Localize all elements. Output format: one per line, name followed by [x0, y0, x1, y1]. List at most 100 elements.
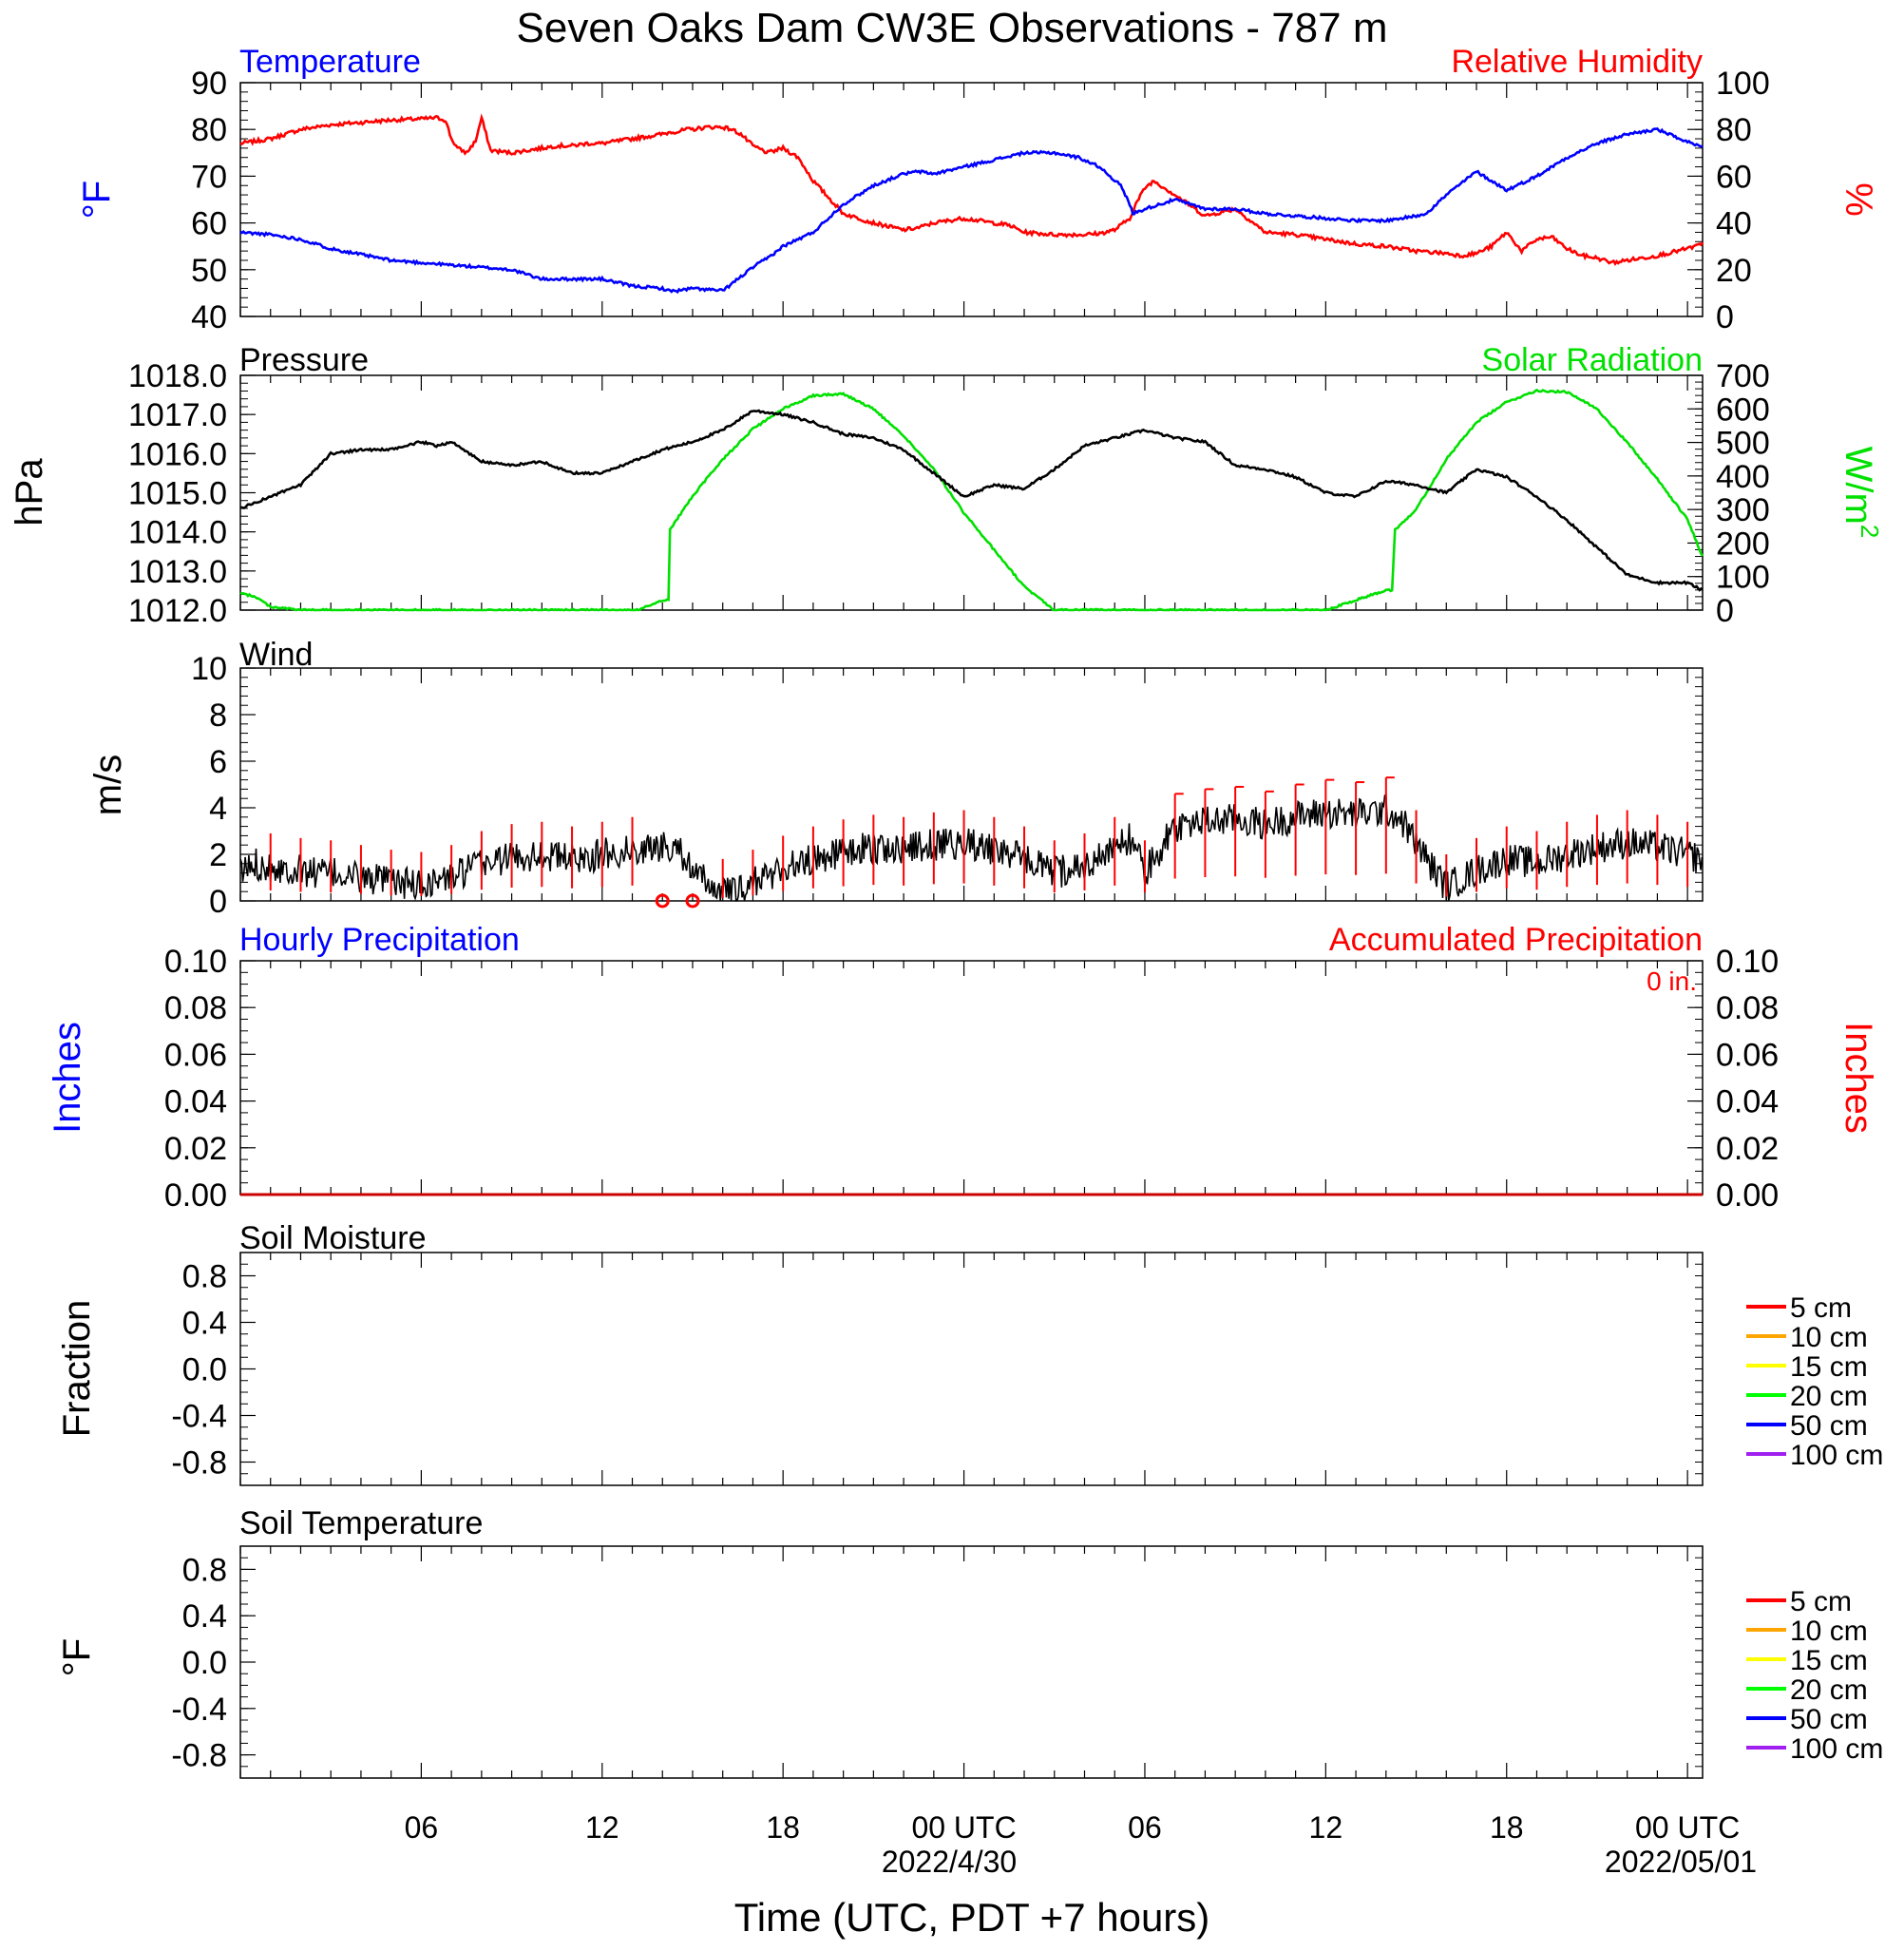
y-tick-label: 70 [191, 159, 227, 195]
y-tick-label: -0.4 [171, 1692, 227, 1728]
pressure-line [239, 409, 1704, 592]
legend-label: 100 cm [1790, 1440, 1883, 1471]
pressure-axis-label: hPa [9, 458, 50, 526]
x-tick-label: 00 UTC [1635, 1810, 1740, 1845]
x-tick-label: 12 [585, 1810, 619, 1845]
y-tick-label: 2 [209, 837, 227, 873]
y-tick-label-right: 0.08 [1716, 990, 1779, 1026]
y-tick-label: 50 [191, 253, 227, 289]
y-tick-label: 8 [209, 698, 227, 734]
y-tick-label: 1017.0 [128, 397, 227, 433]
humidity-axis-label: % [1837, 182, 1879, 217]
y-tick-label: 0.0 [182, 1645, 227, 1681]
y-tick-label: -0.4 [171, 1399, 227, 1435]
plot-frame [239, 667, 1704, 902]
y-tick-label: 0.0 [182, 1352, 227, 1388]
y-tick-label-right: 0.10 [1716, 944, 1779, 980]
y-tick-label-right: 0.00 [1716, 1177, 1779, 1214]
legend-label: 15 cm [1790, 1351, 1868, 1383]
plot-frame [239, 1252, 1704, 1486]
time-axis: 2022/4/30 2022/05/01 Time (UTC, PDT +7 h… [405, 1810, 1757, 1940]
y-tick-label: 10 [191, 651, 227, 687]
wind-axis-label: m/s [87, 755, 129, 815]
y-tick-label: 0.8 [182, 1259, 227, 1295]
y-tick-label: 0.10 [164, 944, 227, 980]
y-tick-label: 80 [191, 112, 227, 148]
y-tick-label-right: 700 [1716, 358, 1770, 394]
x-tick-label: 06 [405, 1810, 439, 1845]
figure-title: Seven Oaks Dam CW3E Observations - 787 m [517, 5, 1388, 51]
legend-label: 50 cm [1790, 1704, 1868, 1735]
y-tick-label: 60 [191, 206, 227, 242]
humidity-line [239, 113, 1704, 267]
solar-axis-label: W/m2 [1837, 447, 1884, 539]
y-tick-label: 0.00 [164, 1177, 227, 1214]
x-date-label: 2022/4/30 [882, 1845, 1017, 1879]
y-tick-label: 0.4 [182, 1598, 227, 1635]
solar-axis-label-exponent: 2 [1856, 525, 1884, 538]
y-tick-label-right: 600 [1716, 392, 1770, 428]
y-tick-label: 6 [209, 744, 227, 780]
x-tick-label: 18 [1490, 1810, 1524, 1845]
x-tick-label: 18 [766, 1810, 800, 1845]
y-tick-label: 0.04 [164, 1084, 227, 1120]
legend-label: 15 cm [1790, 1645, 1868, 1676]
solar-radiation-line [239, 388, 1704, 612]
pressure-solar-panel: Pressure Solar Radiation hPa W/m2 1012.0… [9, 342, 1884, 629]
wind-panel: Wind m/s 0 2 4 6 8 10 [87, 637, 1704, 920]
legend-label: 10 cm [1790, 1322, 1868, 1353]
y-tick-label: 1015.0 [128, 476, 227, 512]
y-tick-label: 4 [209, 791, 227, 827]
plot-frame [239, 82, 1704, 317]
y-tick-label-right: 300 [1716, 492, 1770, 528]
y-tick-label: 0.02 [164, 1131, 227, 1167]
hourly-precip-axis-label: Inches [47, 1022, 88, 1134]
y-tick-label-right: 0 [1716, 593, 1734, 629]
legend-label: 50 cm [1790, 1410, 1868, 1442]
y-tick-label-right: 0.06 [1716, 1037, 1779, 1073]
y-tick-label: 0.06 [164, 1037, 227, 1073]
y-tick-label-right: 100 [1716, 66, 1770, 102]
y-tick-label: -0.8 [171, 1738, 227, 1774]
y-tick-label-right: 0.02 [1716, 1131, 1779, 1167]
soil-temperature-axis-label: °F [56, 1638, 98, 1676]
y-tick-label: 0 [209, 884, 227, 920]
y-tick-label-right: 100 [1716, 560, 1770, 596]
temperature-title: Temperature [239, 44, 421, 80]
plot-frame [239, 960, 1704, 1195]
wind-speed-line [239, 793, 1704, 902]
y-tick-label-right: 500 [1716, 426, 1770, 462]
x-tick-label: 00 UTC [911, 1810, 1016, 1845]
humidity-title: Relative Humidity [1451, 44, 1703, 80]
temperature-line [239, 126, 1704, 295]
y-tick-label-right: 60 [1716, 159, 1752, 195]
y-tick-label: 1014.0 [128, 515, 227, 551]
legend-label: 20 cm [1790, 1674, 1868, 1706]
y-tick-label-right: 0 [1716, 299, 1734, 335]
accum-precip-axis-label: Inches [1837, 1022, 1879, 1134]
y-tick-label-right: 0.04 [1716, 1084, 1779, 1120]
soil-temperature-panel: Soil Temperature °F -0.8 -0.4 0.0 0.4 0.8 5 c… [56, 1505, 1883, 1779]
legend-label: 100 cm [1790, 1733, 1883, 1765]
y-tick-label-right: 40 [1716, 206, 1752, 242]
y-tick-label: 90 [191, 66, 227, 102]
calm-wind-marker [685, 893, 700, 909]
wind-title: Wind [239, 637, 313, 673]
precipitation-panel: Hourly Precipitation Accumulated Precipi… [47, 922, 1879, 1214]
accum-precip-total: 0 in. [1647, 966, 1697, 996]
soil-moisture-axis-label: Fraction [56, 1300, 98, 1438]
legend-label: 10 cm [1790, 1616, 1868, 1647]
y-tick-label-right: 200 [1716, 526, 1770, 562]
y-tick-label: 40 [191, 299, 227, 335]
soil-moisture-title: Soil Moisture [239, 1220, 427, 1256]
x-axis-label: Time (UTC, PDT +7 hours) [734, 1895, 1210, 1940]
y-tick-label: 1012.0 [128, 593, 227, 629]
y-tick-label: 1013.0 [128, 554, 227, 590]
legend-label: 5 cm [1790, 1292, 1852, 1324]
y-tick-label-right: 400 [1716, 459, 1770, 495]
y-tick-label: 1018.0 [128, 358, 227, 394]
y-tick-label-right: 80 [1716, 112, 1752, 148]
pressure-title: Pressure [239, 342, 369, 378]
temperature-axis-label: °F [76, 181, 118, 219]
solar-title: Solar Radiation [1482, 342, 1703, 378]
